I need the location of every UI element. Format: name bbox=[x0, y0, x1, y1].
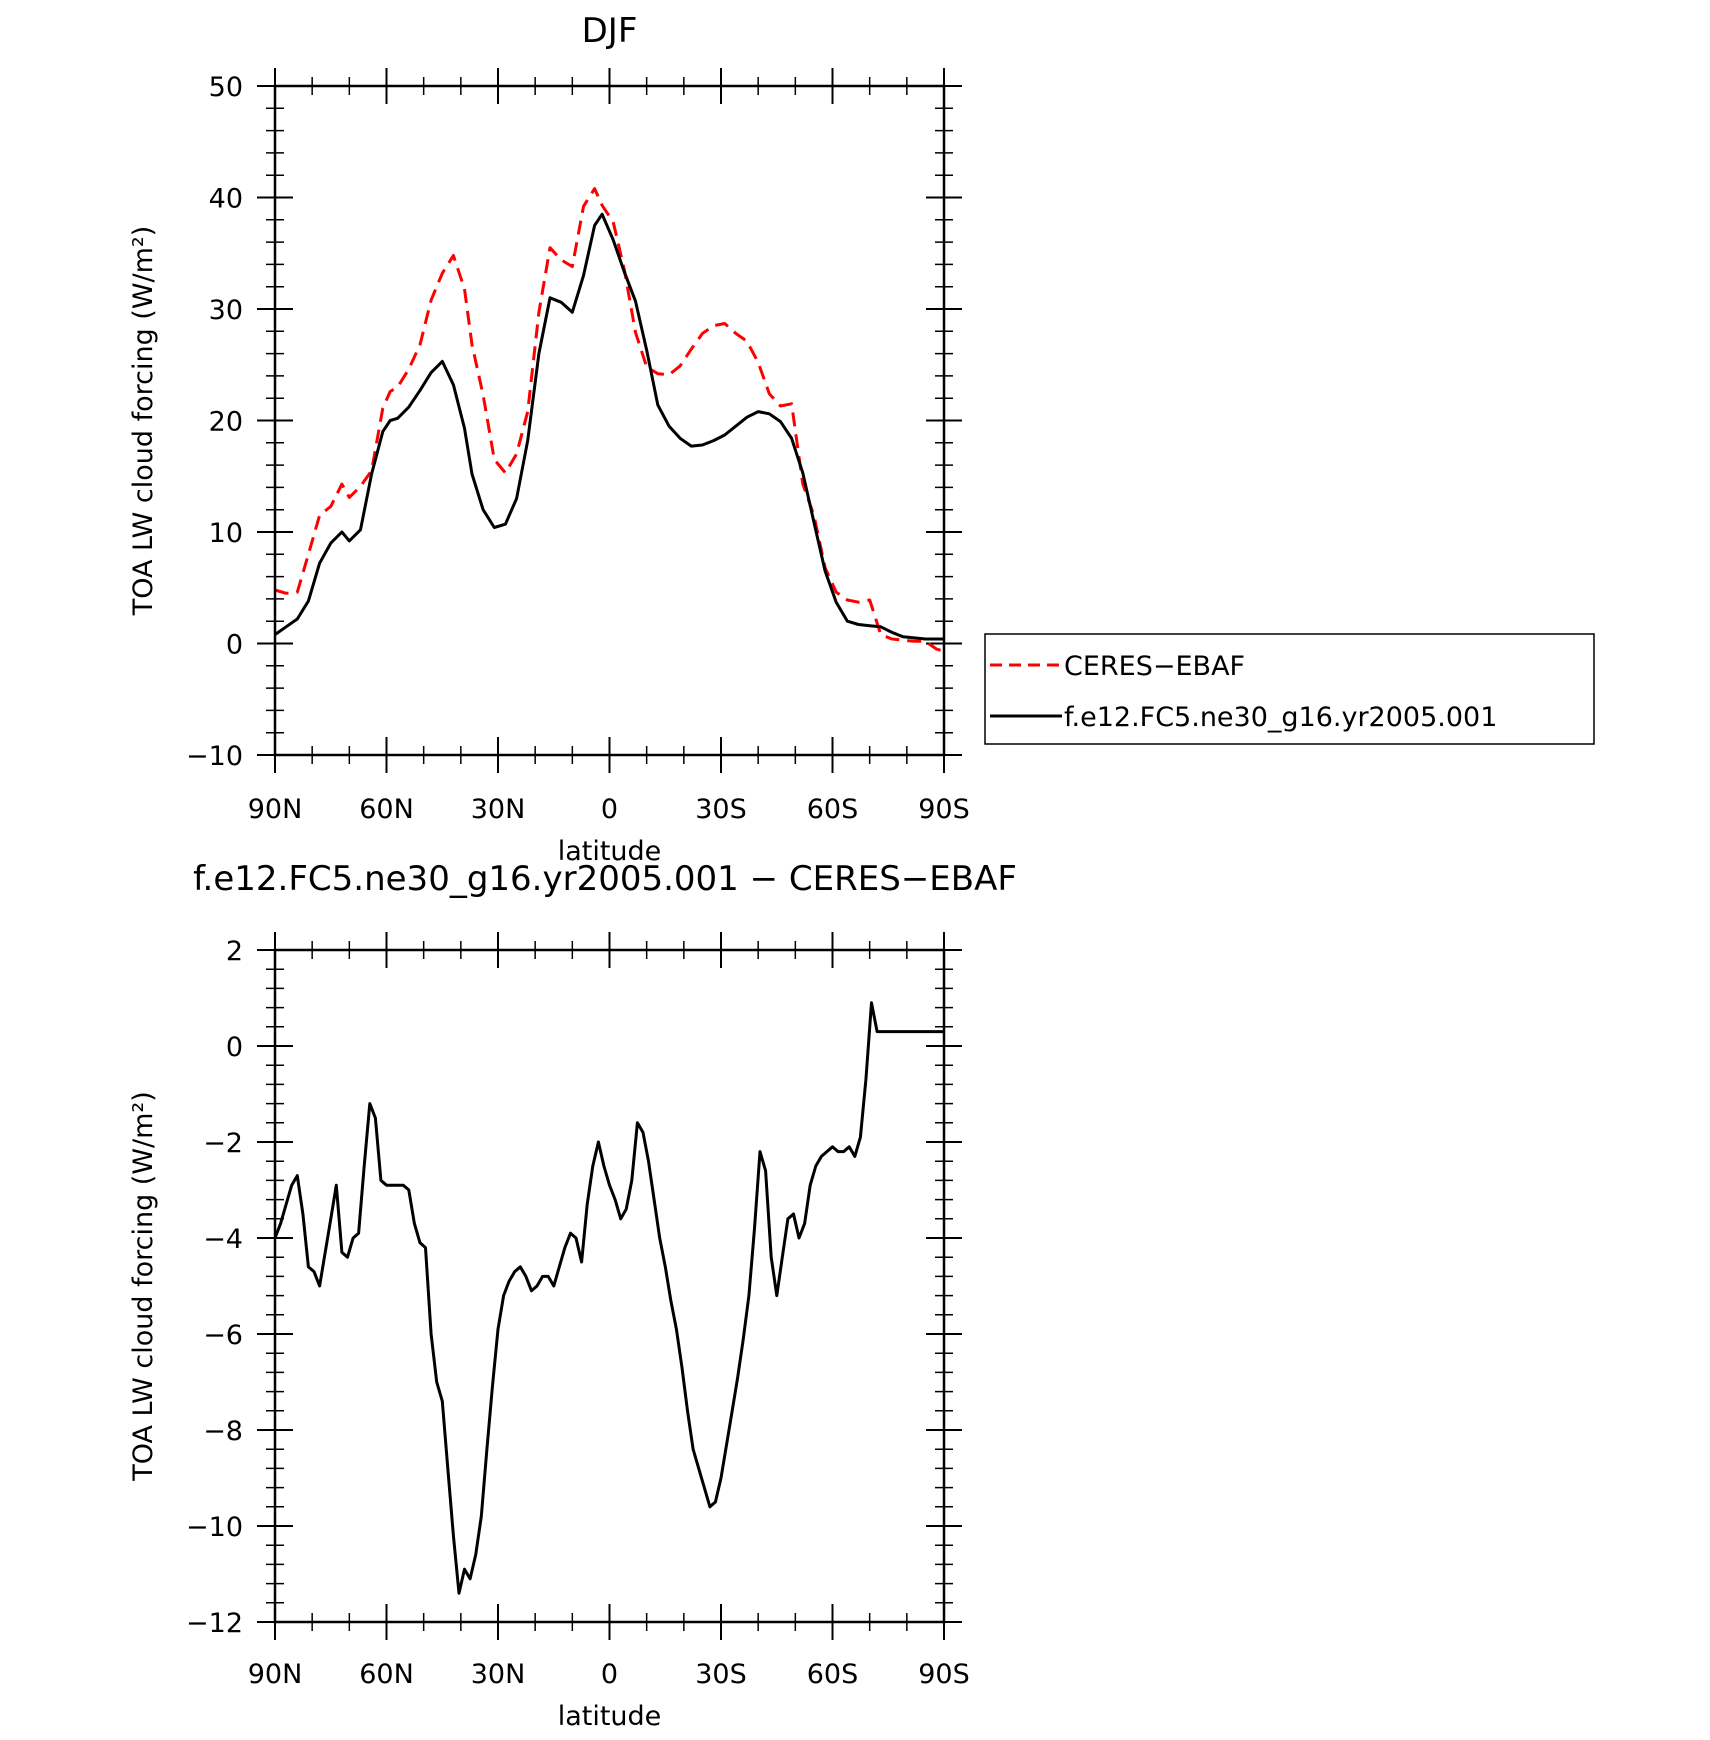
legend-label-ceres: CERES−EBAF bbox=[1064, 651, 1245, 682]
top-chart-panel: DJF TOA LW cloud forcing (W/m²) latitude… bbox=[128, 11, 970, 867]
top-chart-title: DJF bbox=[582, 11, 638, 51]
y-tick-label: 0 bbox=[226, 1032, 243, 1063]
top-y-axis-label: TOA LW cloud forcing (W/m²) bbox=[128, 226, 159, 617]
x-tick-label: 0 bbox=[601, 794, 618, 825]
x-tick-label: 30S bbox=[695, 1659, 747, 1690]
bottom-chart-panel: f.e12.FC5.ne30_g16.yr2005.001 − CERES−EB… bbox=[128, 859, 1017, 1732]
series-line-0 bbox=[274, 187, 945, 653]
bottom-series-lines bbox=[273, 1001, 944, 1595]
y-tick-label: 20 bbox=[209, 407, 243, 438]
top-axis-ticks: 90N 60N 30N 0 30S 60S 90S −10 0 10 20 30 40 50 bbox=[186, 68, 970, 825]
legend: CERES−EBAF f.e12.FC5.ne30_g16.yr2005.001 bbox=[984, 633, 1595, 745]
y-tick-label: −12 bbox=[186, 1608, 243, 1639]
bottom-plot-frame bbox=[273, 948, 946, 1624]
x-tick-label: 90S bbox=[918, 794, 970, 825]
y-tick-label: 2 bbox=[226, 936, 243, 967]
y-tick-label: −10 bbox=[186, 741, 243, 772]
y-tick-label: 0 bbox=[226, 630, 243, 661]
bottom-y-axis-label: TOA LW cloud forcing (W/m²) bbox=[128, 1091, 159, 1482]
y-tick-label: 40 bbox=[209, 184, 243, 215]
x-tick-label: 90N bbox=[248, 1659, 303, 1690]
series-line-1 bbox=[274, 212, 944, 641]
y-tick-label: 50 bbox=[209, 72, 243, 103]
y-tick-label: 30 bbox=[209, 295, 243, 326]
y-tick-label: −10 bbox=[186, 1512, 243, 1543]
x-tick-label: 60N bbox=[359, 1659, 414, 1690]
bottom-axis-ticks: 90N 60N 30N 0 30S 60S 90S −12 −10 −8 −6 −4 −2 0 2 bbox=[186, 932, 970, 1690]
x-tick-label: 90N bbox=[248, 794, 303, 825]
x-tick-label: 60S bbox=[807, 1659, 859, 1690]
y-tick-label: −2 bbox=[203, 1128, 243, 1159]
y-tick-label: −8 bbox=[203, 1416, 243, 1447]
top-x-axis-label: latitude bbox=[558, 836, 662, 867]
x-tick-label: 30S bbox=[695, 794, 747, 825]
x-tick-label: 30N bbox=[471, 1659, 526, 1690]
x-tick-label: 90S bbox=[918, 1659, 970, 1690]
x-tick-label: 60N bbox=[359, 794, 414, 825]
legend-box bbox=[984, 633, 1595, 745]
y-tick-label: −6 bbox=[203, 1320, 243, 1351]
series-line-0 bbox=[273, 1001, 944, 1595]
bottom-x-axis-label: latitude bbox=[558, 1701, 662, 1732]
x-tick-label: 0 bbox=[601, 1659, 618, 1690]
top-plot-frame bbox=[273, 84, 946, 757]
y-tick-label: 10 bbox=[209, 518, 243, 549]
bottom-chart-title: f.e12.FC5.ne30_g16.yr2005.001 − CERES−EB… bbox=[193, 859, 1017, 899]
top-series-lines bbox=[274, 187, 945, 653]
legend-label-model: f.e12.FC5.ne30_g16.yr2005.001 bbox=[1064, 702, 1497, 733]
x-tick-label: 60S bbox=[807, 794, 859, 825]
y-tick-label: −4 bbox=[203, 1224, 243, 1255]
x-tick-label: 30N bbox=[471, 794, 526, 825]
